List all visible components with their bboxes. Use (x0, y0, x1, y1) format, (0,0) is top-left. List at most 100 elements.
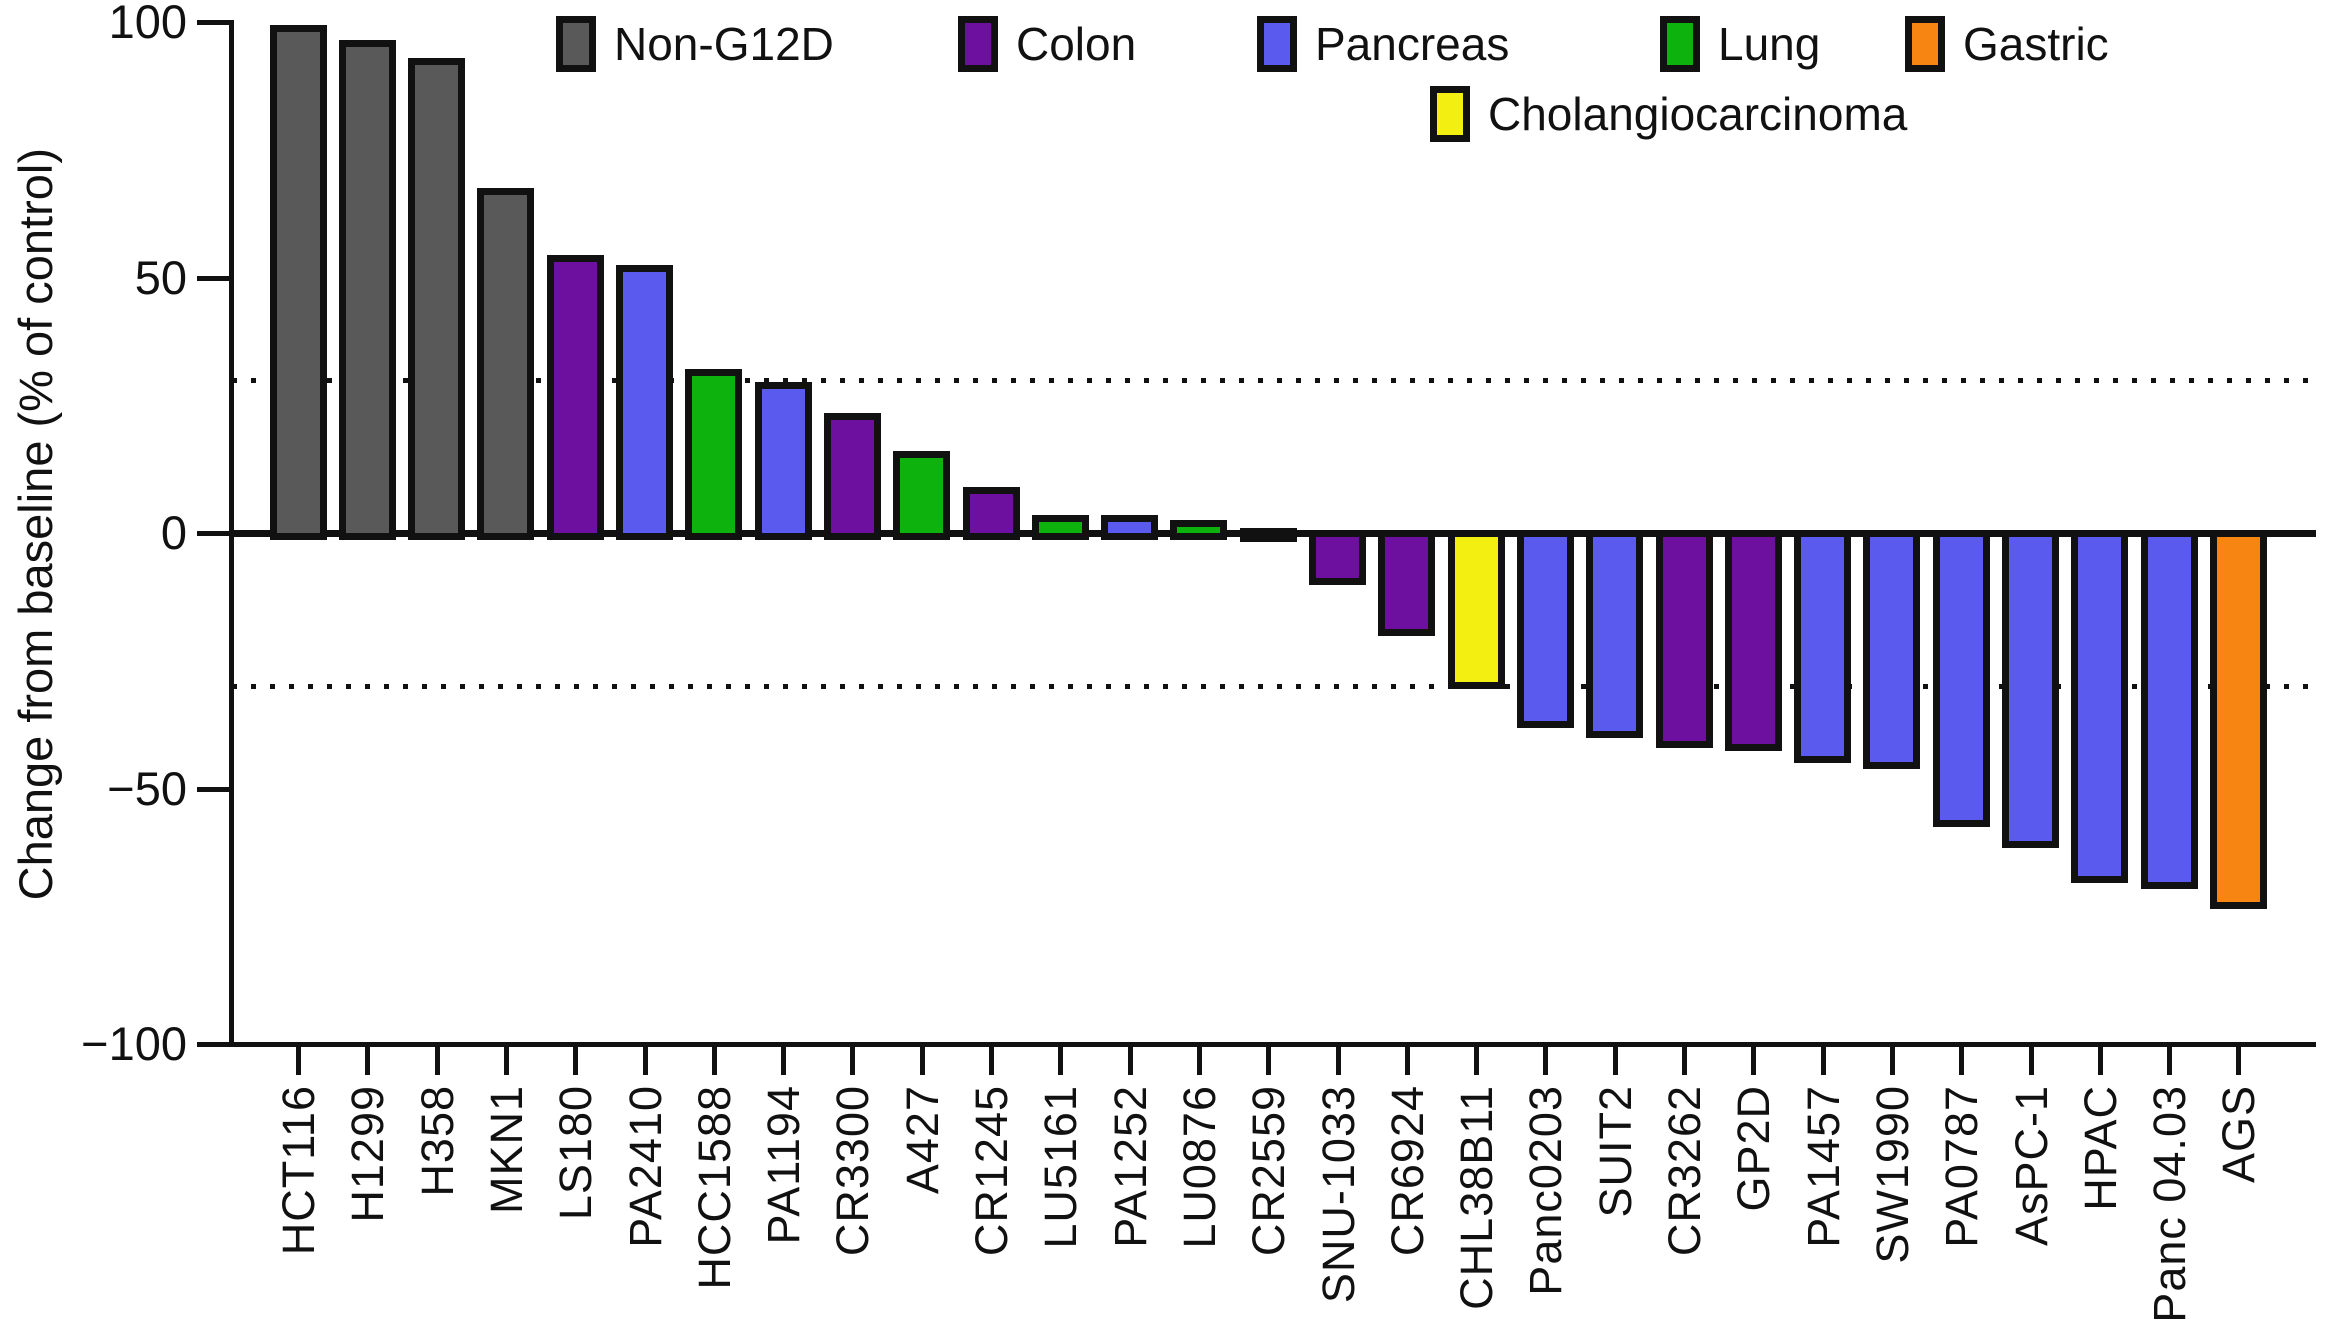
legend-label-non-g12d: Non-G12D (614, 18, 834, 70)
x-label-LU0876: LU0876 (1173, 1085, 1225, 1249)
x-label-CR3300: CR3300 (827, 1085, 879, 1257)
x-label-SW1990: SW1990 (1866, 1085, 1918, 1264)
y-tick-label-100: 100 (108, 0, 187, 48)
x-tick-PA1194 (781, 1045, 787, 1075)
x-tick-A427 (919, 1045, 925, 1075)
x-tick-CR3262 (1682, 1045, 1687, 1075)
x-tick-SNU-1033 (1335, 1045, 1341, 1075)
x-label-AGS: AGS (2213, 1085, 2265, 1184)
x-label-HPAC: HPAC (2074, 1085, 2126, 1211)
x-label-MKN1: MKN1 (480, 1085, 532, 1215)
x-label-Panc0203: Panc0203 (1520, 1085, 1572, 1296)
x-label-GP2D: GP2D (1728, 1085, 1780, 1212)
legend-label-colon: Colon (1016, 18, 1137, 70)
x-tick-SW1990 (1889, 1045, 1895, 1075)
y-tick-label--100: −100 (81, 1017, 187, 1070)
bar-A427 (893, 451, 951, 540)
x-tick-PA0787 (1959, 1045, 1965, 1075)
bar-Panc 04.03 (2140, 530, 2198, 889)
x-label-LS180: LS180 (550, 1085, 602, 1221)
bar-PA2410 (616, 264, 673, 540)
x-tick-PA2410 (642, 1045, 648, 1075)
x-tick-LU5161 (1058, 1045, 1064, 1075)
x-axis-spine (229, 1042, 2316, 1047)
x-label-CR2559: CR2559 (1243, 1085, 1295, 1257)
y-tick--50 (197, 786, 229, 792)
y-tick-100 (197, 20, 229, 25)
x-label-PA2410: PA2410 (619, 1085, 671, 1248)
bar-LU5161 (1031, 515, 1089, 540)
x-tick-H1299 (365, 1045, 371, 1075)
x-label-Panc 04.03: Panc 04.03 (2144, 1085, 2196, 1323)
x-tick-CR2559 (1266, 1045, 1272, 1075)
legend-swatch-pancreas (1257, 16, 1297, 72)
x-label-SNU-1033: SNU-1033 (1312, 1085, 1364, 1304)
x-tick-AsPC-1 (2028, 1045, 2034, 1075)
bar-H1299 (338, 39, 396, 540)
bar-Panc0203 (1516, 530, 1574, 728)
x-label-PA0787: PA0787 (1936, 1085, 1988, 1248)
bar-CHL38B11 (1447, 530, 1505, 690)
bar-MKN1 (477, 188, 535, 540)
x-tick-CR6924 (1404, 1045, 1410, 1075)
legend-swatch-colon (958, 16, 998, 72)
x-tick-AGS (2236, 1045, 2242, 1075)
x-label-A427: A427 (896, 1085, 948, 1195)
x-label-LU5161: LU5161 (1035, 1085, 1087, 1249)
x-tick-HPAC (2097, 1045, 2103, 1075)
bar-AGS (2209, 530, 2267, 910)
bar-HCT116 (269, 24, 327, 540)
x-label-CR6924: CR6924 (1381, 1085, 1433, 1257)
x-label-PA1252: PA1252 (1104, 1085, 1156, 1248)
x-tick-CR1245 (989, 1045, 994, 1075)
x-label-CR3262: CR3262 (1659, 1085, 1710, 1257)
legend-label-lung: Lung (1718, 18, 1821, 70)
x-label-CR1245: CR1245 (966, 1085, 1017, 1257)
x-tick-MKN1 (503, 1045, 509, 1075)
bar-CR2559 (1239, 527, 1297, 542)
x-label-CHL38B11: CHL38B11 (1451, 1085, 1503, 1310)
x-tick-CR3300 (850, 1045, 856, 1075)
bar-H358 (408, 57, 466, 540)
y-tick-label--50: −50 (107, 761, 187, 815)
bar-PA1194 (754, 382, 812, 540)
bar-LS180 (546, 254, 604, 540)
bar-PA1252 (1101, 515, 1159, 540)
x-tick-Panc 04.03 (2167, 1045, 2173, 1075)
x-label-HCC1588: HCC1588 (688, 1085, 740, 1290)
bar-PA1457 (1794, 530, 1852, 764)
bar-CR3262 (1655, 530, 1713, 749)
x-tick-PA1457 (1820, 1045, 1826, 1075)
legend-label-pancreas: Pancreas (1315, 18, 1510, 70)
legend-label-cholangiocarcinoma: Cholangiocarcinoma (1488, 88, 1908, 140)
x-tick-Panc0203 (1543, 1045, 1549, 1075)
bar-HPAC (2071, 530, 2129, 884)
x-tick-H358 (434, 1045, 440, 1075)
bar-SW1990 (1863, 530, 1921, 769)
x-tick-LS180 (573, 1045, 579, 1075)
x-label-AsPC-1: AsPC-1 (2005, 1085, 2057, 1247)
legend-label-gastric: Gastric (1963, 18, 2109, 70)
bar-LU0876 (1170, 520, 1228, 540)
reference-line-minus30 (232, 684, 2316, 690)
y-tick-label-50: 50 (134, 250, 187, 304)
bar-CR1245 (962, 487, 1020, 540)
bar-HCC1588 (685, 369, 743, 540)
x-tick-HCC1588 (711, 1045, 717, 1075)
legend-swatch-cholangiocarcinoma (1430, 86, 1470, 142)
bar-AsPC-1 (2002, 530, 2059, 848)
x-label-PA1194: PA1194 (758, 1085, 810, 1245)
bar-GP2D (1724, 530, 1782, 751)
x-label-HCT116: HCT116 (273, 1085, 324, 1256)
bar-CR3300 (823, 412, 881, 540)
x-tick-PA1252 (1127, 1045, 1133, 1075)
x-label-SUIT2: SUIT2 (1589, 1085, 1641, 1218)
x-tick-SUIT2 (1612, 1045, 1618, 1075)
y-tick-0 (197, 531, 229, 536)
x-tick-GP2D (1751, 1045, 1757, 1075)
x-label-H1299: H1299 (342, 1085, 394, 1223)
legend-swatch-lung (1660, 16, 1700, 72)
x-tick-CHL38B11 (1474, 1045, 1480, 1075)
x-label-PA1457: PA1457 (1797, 1085, 1849, 1248)
